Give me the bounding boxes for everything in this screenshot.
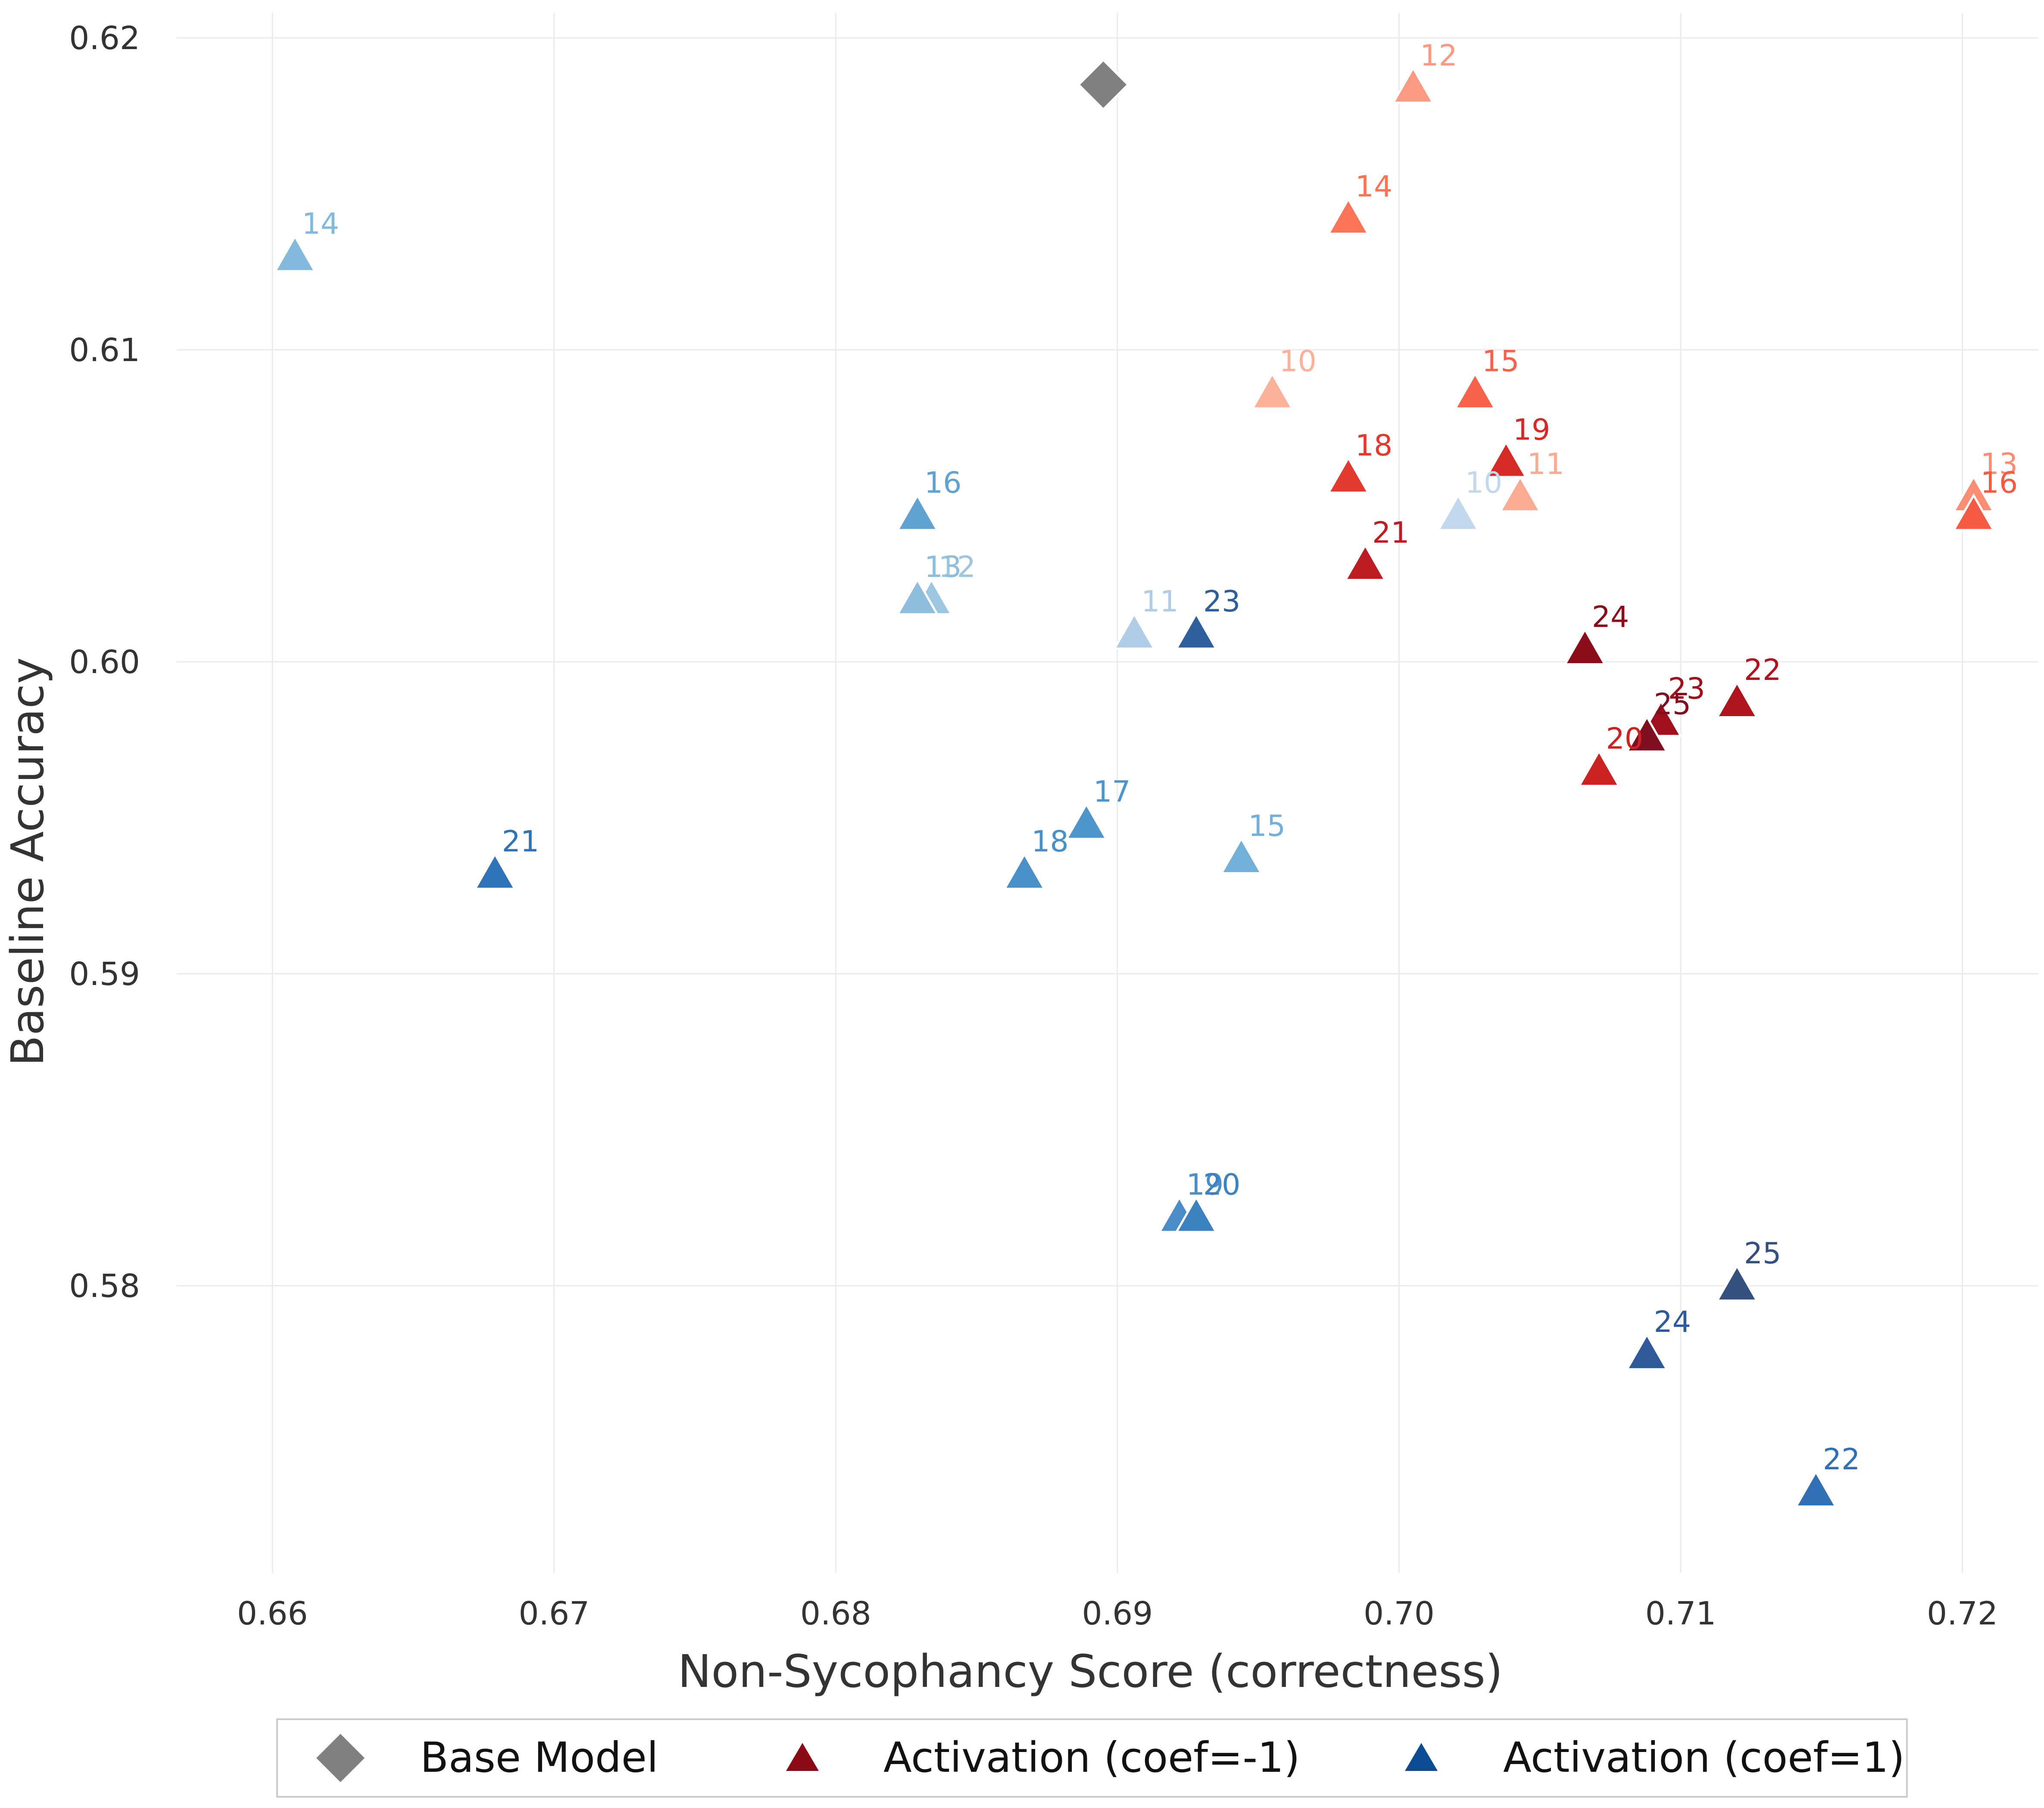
activation-neg-point <box>1625 714 1669 753</box>
legend-label-activation-neg: Activation (coef=-1) <box>883 1733 1300 1782</box>
point-label: 15 <box>1482 344 1520 378</box>
point-label: 13 <box>924 550 962 584</box>
point-label: 20 <box>1606 722 1643 756</box>
activation-pos-point <box>896 493 939 531</box>
point-label: 22 <box>1823 1443 1860 1477</box>
activation-pos-point <box>1174 611 1218 650</box>
legend-frame <box>276 1718 1908 1798</box>
activation-neg-point <box>1343 543 1387 581</box>
point-label: 12 <box>939 550 976 584</box>
activation-pos-point <box>1794 1469 1838 1508</box>
grid-lines <box>177 13 2038 1573</box>
activation-pos-point <box>1715 1263 1759 1302</box>
activation-pos-point <box>473 852 517 890</box>
legend-label-activation-pos: Activation (coef=1) <box>1503 1733 1905 1782</box>
activation-pos-point <box>1112 611 1156 650</box>
point-label: 24 <box>1592 600 1629 634</box>
point-label: 25 <box>1744 1237 1782 1271</box>
x-tick-label: 0.68 <box>800 1595 871 1632</box>
legend-diamond-icon <box>316 1734 365 1782</box>
point-label: 21 <box>502 825 540 859</box>
point-label: 18 <box>1355 429 1393 463</box>
x-tick-label: 0.71 <box>1645 1595 1716 1632</box>
activation-neg-point <box>1563 627 1607 665</box>
activation-pos-point <box>1220 836 1263 875</box>
activation-neg-point <box>1952 493 1995 531</box>
point-label: 20 <box>1203 1168 1241 1202</box>
activation-pos-point <box>273 234 317 272</box>
activation-neg-point <box>1326 196 1370 235</box>
point-label: 24 <box>1654 1305 1691 1339</box>
data-marks <box>273 58 1995 1508</box>
activation-pos-point <box>1002 852 1046 890</box>
point-label: 17 <box>1093 775 1131 809</box>
point-label: 18 <box>1031 825 1069 859</box>
activation-pos-point <box>1625 1332 1669 1371</box>
activation-pos-point <box>896 577 939 616</box>
x-tick-label: 0.67 <box>518 1595 590 1632</box>
activation-neg-point <box>1453 371 1497 410</box>
x-tick-label: 0.69 <box>1082 1595 1153 1632</box>
legend-triangle-blue-icon <box>1405 1743 1438 1771</box>
point-label: 21 <box>1372 516 1410 550</box>
x-axis-ticks: 0.66 0.67 0.68 0.69 0.70 0.71 0.72 <box>237 1595 1998 1632</box>
point-label: 11 <box>1141 585 1179 619</box>
legend-triangle-red-icon <box>786 1743 819 1771</box>
point-label: 10 <box>1465 466 1503 500</box>
point-label: 25 <box>1654 688 1691 722</box>
point-label: 14 <box>302 207 339 241</box>
x-axis-title: Non-Sycophancy Score (correctness) <box>678 1645 1503 1698</box>
activation-neg-point <box>1498 474 1542 513</box>
activation-neg-point <box>1326 455 1370 494</box>
base-model-point <box>1076 58 1130 112</box>
x-tick-label: 0.70 <box>1364 1595 1435 1632</box>
activation-pos-point <box>1174 1195 1218 1233</box>
point-label: 13 <box>1981 447 2018 481</box>
y-tick-label: 0.60 <box>69 644 140 681</box>
point-label: 23 <box>1668 672 1705 706</box>
point-label: 19 <box>1513 413 1551 447</box>
y-axis-title: Baseline Accuracy <box>1 658 54 1066</box>
y-tick-label: 0.58 <box>69 1268 140 1305</box>
point-label: 15 <box>1248 809 1286 843</box>
x-tick-label: 0.72 <box>1927 1595 1998 1632</box>
activation-neg-point <box>1484 440 1528 478</box>
legend-label-base-model: Base Model <box>420 1733 658 1782</box>
point-label: 22 <box>1744 653 1782 687</box>
activation-neg-point <box>1577 749 1621 787</box>
x-tick-label: 0.66 <box>237 1595 308 1632</box>
point-label: 23 <box>1203 585 1241 619</box>
y-axis-ticks: 0.58 0.59 0.60 0.61 0.62 <box>69 20 140 1305</box>
point-label: 16 <box>1981 466 2018 500</box>
point-label: 12 <box>1420 39 1457 73</box>
activation-pos-point <box>1436 493 1480 531</box>
activation-neg-point <box>1391 65 1435 104</box>
point-label: 10 <box>1279 344 1317 378</box>
point-label: 19 <box>1186 1168 1224 1202</box>
y-tick-label: 0.62 <box>69 20 140 57</box>
point-label: 11 <box>1527 447 1564 481</box>
activation-neg-point <box>1251 371 1294 410</box>
point-label: 14 <box>1355 170 1393 204</box>
y-tick-label: 0.61 <box>69 332 140 369</box>
activation-neg-point <box>1715 680 1759 719</box>
activation-pos-point <box>1064 802 1108 840</box>
legend: Base Model Activation (coef=-1) Activati… <box>276 1718 1908 1798</box>
y-tick-label: 0.59 <box>69 956 140 993</box>
point-label: 16 <box>924 466 962 500</box>
